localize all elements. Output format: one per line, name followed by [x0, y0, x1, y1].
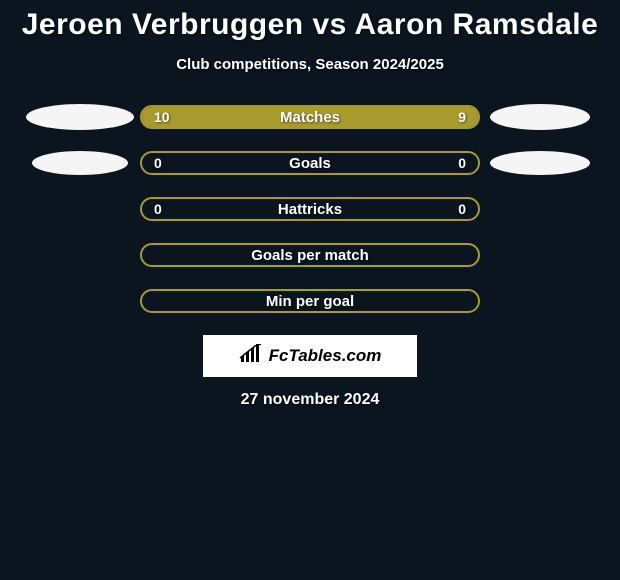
stat-rows: Matches 10 9 Goals 0 0 Hattricks 0 0 Goals per ma…	[0, 105, 620, 313]
date-text: 27 november 2024	[0, 391, 620, 409]
stat-value-left: 10	[154, 109, 170, 125]
stat-bar: Matches 10 9	[140, 105, 480, 129]
bar-chart-icon	[239, 344, 265, 369]
avatar-slot-right	[480, 104, 600, 130]
stat-row: Matches 10 9	[0, 105, 620, 129]
stat-bar: Min per goal	[140, 289, 480, 313]
stat-value-left: 0	[154, 155, 162, 171]
stat-row: Goals per match	[0, 243, 620, 267]
bar-fill-right	[319, 107, 478, 127]
stat-value-right: 0	[458, 201, 466, 217]
subtitle: Club competitions, Season 2024/2025	[0, 56, 620, 73]
stat-label: Goals	[289, 155, 331, 172]
stat-bar: Goals 0 0	[140, 151, 480, 175]
player-avatar-left	[26, 104, 134, 130]
stat-label: Goals per match	[251, 247, 369, 264]
stat-value-left: 0	[154, 201, 162, 217]
stat-row: Goals 0 0	[0, 151, 620, 175]
comparison-infographic: Jeroen Verbruggen vs Aaron Ramsdale Club…	[0, 0, 620, 409]
stat-bar: Goals per match	[140, 243, 480, 267]
logo-text: FcTables.com	[269, 346, 382, 366]
stat-label: Matches	[280, 109, 340, 126]
avatar-slot-left	[20, 104, 140, 130]
stat-value-right: 9	[458, 109, 466, 125]
player-avatar-right	[490, 151, 590, 175]
avatar-slot-right	[480, 151, 600, 175]
player-avatar-right	[490, 104, 590, 130]
stat-row: Min per goal	[0, 289, 620, 313]
stat-value-right: 0	[458, 155, 466, 171]
stat-bar: Hattricks 0 0	[140, 197, 480, 221]
stat-row: Hattricks 0 0	[0, 197, 620, 221]
avatar-slot-left	[20, 151, 140, 175]
stat-label: Min per goal	[266, 293, 354, 310]
stat-label: Hattricks	[278, 201, 342, 218]
page-title: Jeroen Verbruggen vs Aaron Ramsdale	[0, 8, 620, 42]
logo-box: FcTables.com	[203, 335, 417, 377]
player-avatar-left	[32, 151, 128, 175]
